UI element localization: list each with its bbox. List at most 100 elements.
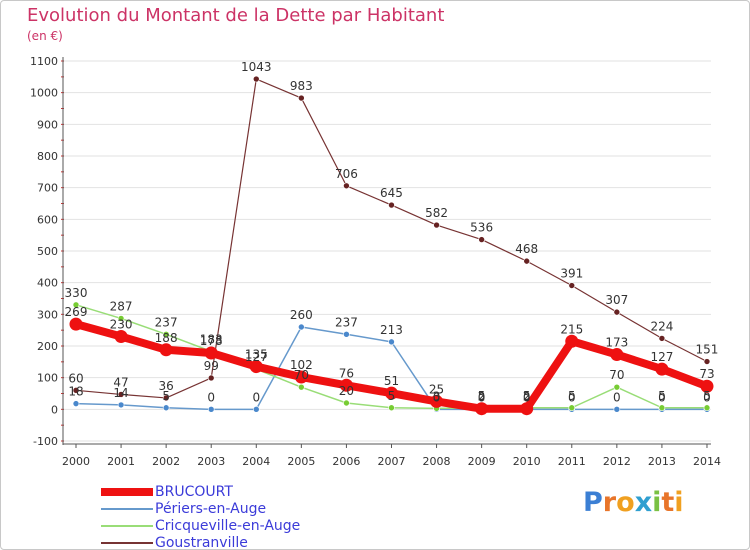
data-label: 536 [470,221,493,235]
data-point [568,404,576,412]
data-label: 0 [658,390,666,404]
data-point [343,399,350,407]
data-point [294,370,308,384]
x-tick-label: 2012 [603,455,631,468]
x-tick-label: 2001 [107,455,135,468]
y-tick-label: 0 [51,403,58,416]
data-label: 391 [560,267,583,281]
data-label: 213 [380,323,403,337]
data-label: 0 [252,390,260,404]
data-label: 287 [110,299,133,313]
data-label: 173 [605,336,628,350]
data-point [388,201,395,209]
y-tick-label: 1100 [30,55,58,68]
logo-letter: P [583,487,603,518]
data-label: 99 [204,359,219,373]
data-point [343,182,350,190]
data-label: 76 [339,366,354,380]
data-label: 5 [523,389,531,403]
data-point [252,75,260,83]
data-label: 5 [703,389,711,403]
data-label: 0 [523,390,531,404]
legend-label: BRUCOURT [155,484,233,500]
data-label: 582 [425,206,448,220]
data-point [207,406,215,413]
data-label: 135 [245,348,268,362]
data-label: 70 [609,368,624,382]
data-point [613,406,621,413]
data-point [72,387,80,394]
data-point [703,358,711,365]
data-label: 237 [155,315,178,329]
data-label: 468 [515,242,538,256]
data-label: 5 [388,389,396,403]
data-label: 0 [703,390,711,404]
x-tick-label: 2014 [693,455,721,468]
data-point [204,346,218,360]
y-tick-label: 400 [37,277,58,290]
data-point [658,404,666,412]
data-point [610,348,624,362]
data-point [117,401,125,409]
data-label: 20 [339,384,354,398]
data-point [298,94,305,102]
data-point [298,323,305,331]
data-label: 188 [155,331,178,345]
legend-swatch [101,488,153,496]
data-label: 51 [384,374,399,388]
y-tick-label: 800 [37,150,58,163]
data-point [703,404,711,412]
data-point [388,404,395,412]
legend-label: Périers-en-Auge [155,501,267,517]
data-point [159,343,173,357]
data-label: 260 [290,308,313,322]
x-tick-label: 2011 [558,455,586,468]
data-point [72,400,80,407]
x-tick-label: 2003 [197,455,225,468]
data-label: 0 [433,390,441,404]
y-tick-label: -100 [33,435,58,448]
data-point [613,308,621,316]
x-tick-label: 2013 [648,455,676,468]
data-point [162,404,170,412]
data-label: 645 [380,186,403,200]
x-tick-label: 2006 [332,455,360,468]
logo-letter: r [602,487,617,518]
data-label: 25 [429,382,444,396]
data-point [114,330,128,343]
logo-letter: i [652,487,662,518]
logo-letter: o [616,487,635,518]
data-label: 0 [478,390,486,404]
data-point [117,391,125,398]
x-tick-label: 2007 [377,455,405,468]
data-label: 151 [696,343,719,357]
chart-title: Evolution du Montant de la Dette par Hab… [27,5,445,26]
y-tick-label: 500 [37,245,58,258]
data-label: 0 [207,390,215,404]
y-tick-label: 300 [37,308,58,321]
data-label: 183 [200,332,223,346]
y-tick-label: 100 [37,372,58,385]
data-point [343,330,350,338]
data-label: 237 [335,315,358,329]
y-tick-label: 1000 [30,87,58,100]
x-tick-label: 2005 [287,455,315,468]
y-tick-label: 200 [37,340,58,353]
data-point [162,394,170,402]
data-label: 706 [335,167,358,181]
data-point [384,386,398,400]
data-point [613,383,621,391]
legend-label: Goustranville [155,535,248,550]
y-tick-label: 700 [37,182,58,195]
data-label: 1043 [241,60,272,74]
data-label: 127 [650,350,673,364]
x-tick-label: 2008 [423,455,451,468]
data-label: 14 [113,386,128,400]
data-label: 5 [162,389,170,403]
data-label: 70 [294,368,309,382]
data-label: 178 [200,334,223,348]
data-point [388,338,395,346]
data-point [655,362,669,376]
